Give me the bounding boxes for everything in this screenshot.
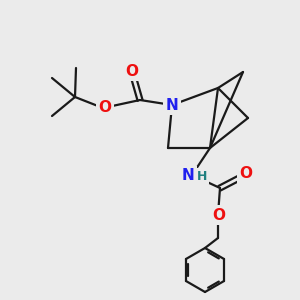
Text: N: N [182,169,194,184]
Text: H: H [197,169,207,182]
Text: O: O [125,64,139,79]
Text: O: O [212,208,226,223]
Text: N: N [166,98,178,112]
Text: O: O [98,100,112,116]
Text: O: O [239,167,253,182]
